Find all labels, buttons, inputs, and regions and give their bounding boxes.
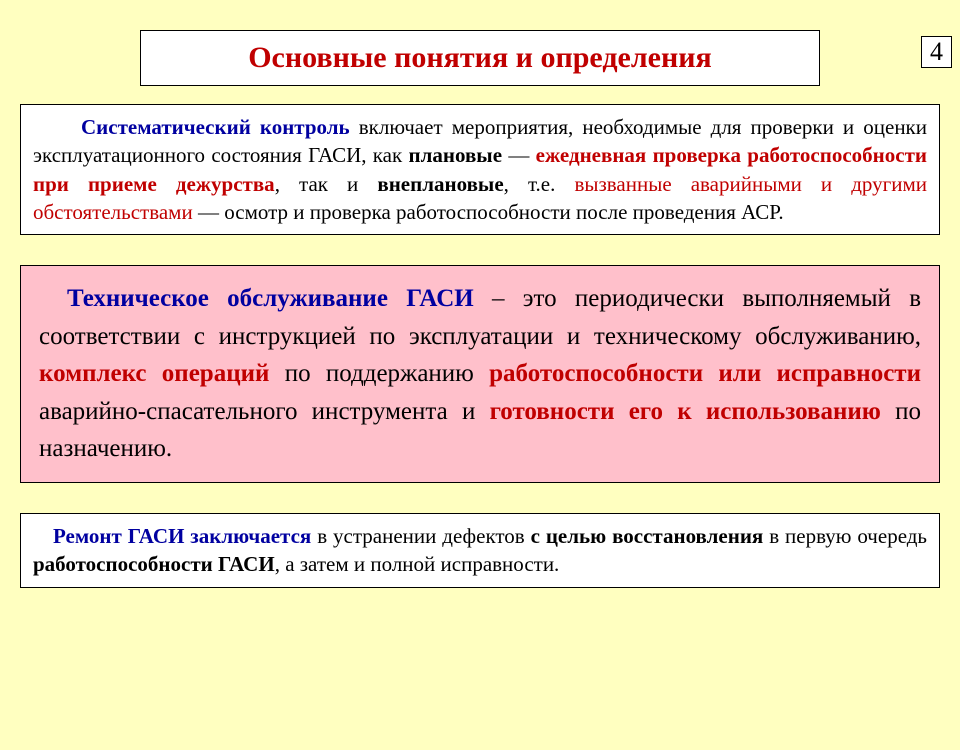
definition-box-repair: Ремонт ГАСИ заключается в устранении деф… [20,513,940,588]
keyword-operability: работоспособности ГАСИ [33,552,275,576]
text: , так и [275,172,378,196]
highlight-operability: работоспособности или исправности [489,360,921,387]
term: Систематический контроль [81,115,350,139]
definition-box-systematic-control: Систематический контроль включает меропр… [20,104,940,235]
definition-box-maintenance: Техническое обслуживание ГАСИ – это пери… [20,265,940,483]
highlight-readiness: готовности его к использованию [490,398,881,425]
keyword-purpose: с целью восстановления [531,524,764,548]
text: — осмотр и проверка работоспособности по… [193,200,784,224]
text: по поддержанию [269,360,489,387]
text: , т.е. [504,172,575,196]
slide-title: Основные понятия и определения [140,30,820,86]
keyword-unplanned: внеплановые [377,172,503,196]
text: — [502,143,536,167]
page-number: 4 [921,36,952,68]
text: в устранении дефектов [311,524,530,548]
term: Ремонт ГАСИ заключается [53,524,311,548]
term: Техническое обслуживание ГАСИ [67,285,474,312]
text: в первую очередь [763,524,927,548]
highlight-complex: комплекс операций [39,360,269,387]
keyword-planned: плановые [409,143,503,167]
text: , а затем и полной исправности. [275,552,560,576]
text: аварийно-спасательного инструмента и [39,398,490,425]
